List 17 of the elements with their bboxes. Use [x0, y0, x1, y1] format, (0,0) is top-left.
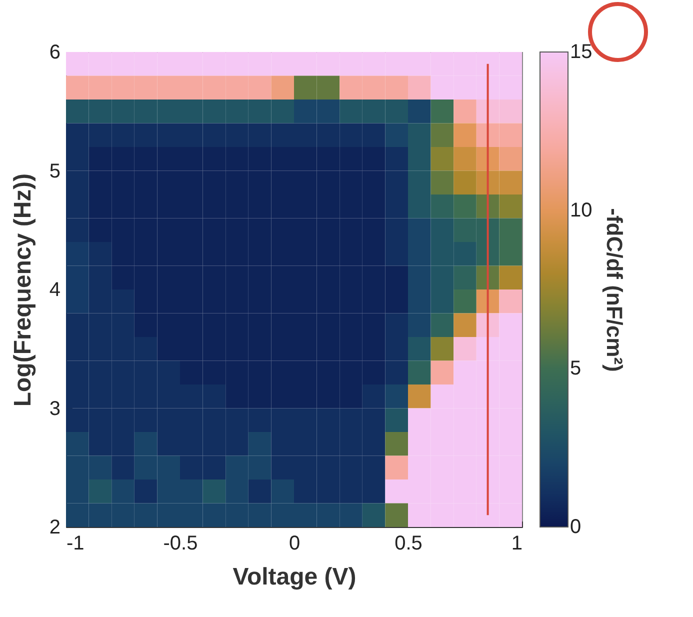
color-bar-label: 10 — [570, 199, 592, 222]
x-tick-label: 1 — [511, 532, 522, 554]
y-tick-label: 6 — [49, 42, 60, 64]
color-bar-label: 0 — [570, 516, 582, 538]
color-bar-label: 15 — [570, 41, 592, 63]
y-tick-label: 2 — [49, 516, 60, 538]
y-tick-label: 3 — [49, 398, 60, 420]
y-axis-title: Log(Frequency (Hz)) — [9, 173, 36, 407]
x-tick-label: 0.5 — [394, 532, 422, 554]
x-tick-label: -0.5 — [163, 532, 198, 554]
y-tick-label: 4 — [49, 279, 60, 301]
color-bar-title: -fdC/df (nF/cm²) — [602, 208, 627, 372]
x-tick-label: 0 — [288, 532, 300, 554]
y-tick-label: 5 — [49, 160, 60, 182]
color-bar-label: 5 — [570, 358, 582, 380]
x-axis-title: Voltage (V) — [232, 564, 356, 590]
x-tick-label: -1 — [66, 532, 84, 554]
